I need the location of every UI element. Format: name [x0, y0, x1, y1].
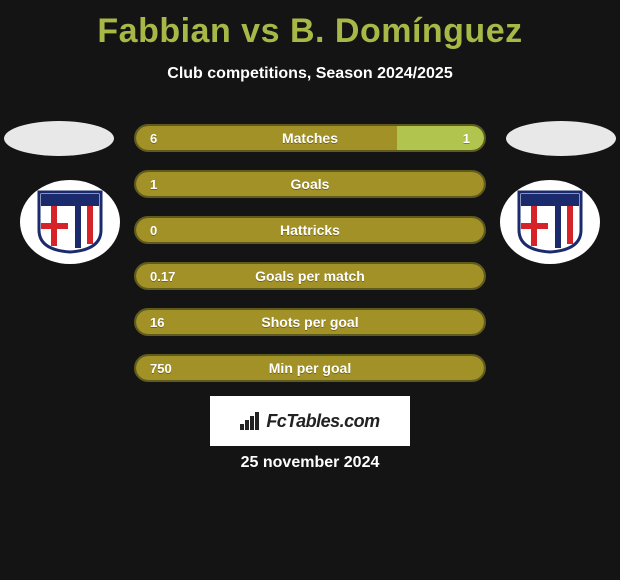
stat-value-left: 0	[150, 218, 157, 242]
club-badge-right	[500, 180, 600, 264]
stat-row: Shots per goal16	[134, 308, 486, 336]
watermark: FcTables.com	[210, 396, 410, 446]
stat-row: Min per goal750	[134, 354, 486, 382]
flag-left-placeholder	[4, 121, 114, 156]
stat-value-left: 16	[150, 310, 164, 334]
stat-value-left: 750	[150, 356, 172, 380]
stat-label: Goals per match	[136, 264, 484, 288]
stat-label: Goals	[136, 172, 484, 196]
page-title: Fabbian vs B. Domínguez	[0, 0, 620, 51]
stat-row: Goals1	[134, 170, 486, 198]
stat-value-right: 1	[463, 126, 470, 150]
fctables-logo-icon	[240, 412, 262, 430]
subtitle: Club competitions, Season 2024/2025	[0, 65, 620, 83]
stat-label: Shots per goal	[136, 310, 484, 334]
club-badge-left	[20, 180, 120, 264]
watermark-text: FcTables.com	[266, 411, 379, 432]
bologna-crest-icon	[37, 190, 103, 254]
bologna-crest-icon	[517, 190, 583, 254]
stat-label: Hattricks	[136, 218, 484, 242]
stats-container: Matches61Goals1Hattricks0Goals per match…	[134, 124, 486, 400]
stat-value-left: 6	[150, 126, 157, 150]
stat-row: Goals per match0.17	[134, 262, 486, 290]
stat-label: Min per goal	[136, 356, 484, 380]
stat-value-left: 1	[150, 172, 157, 196]
flag-right-placeholder	[506, 121, 616, 156]
stat-value-left: 0.17	[150, 264, 175, 288]
stat-label: Matches	[136, 126, 484, 150]
date-label: 25 november 2024	[0, 454, 620, 472]
stat-row: Hattricks0	[134, 216, 486, 244]
stat-row: Matches6 1	[134, 124, 486, 152]
